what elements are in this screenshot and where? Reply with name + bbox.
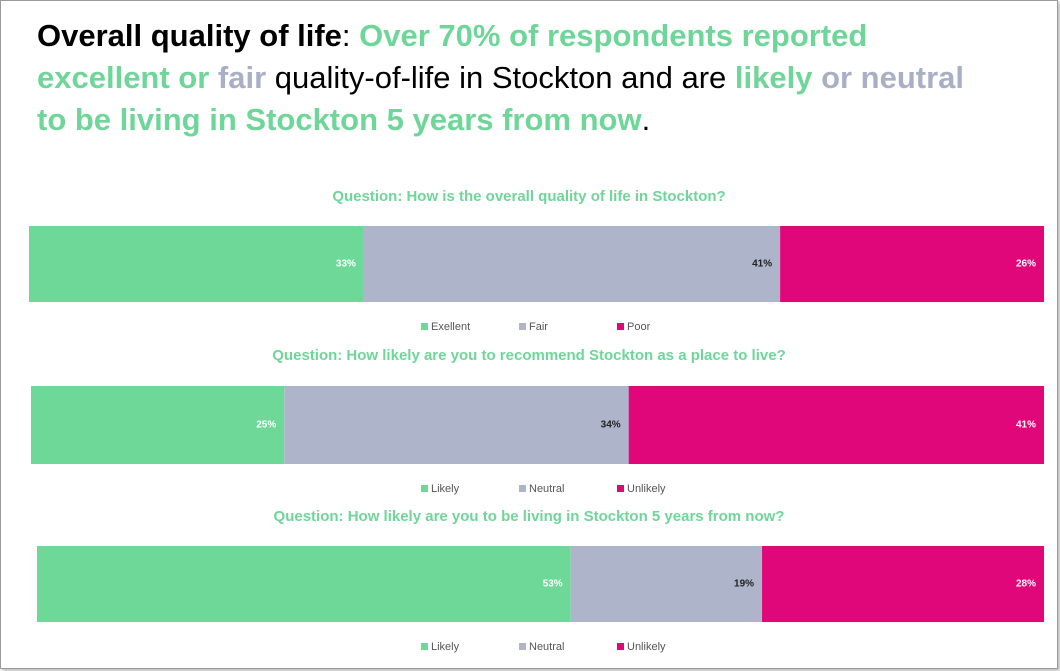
legend-swatch: [617, 643, 624, 650]
legend-label: Likely: [431, 641, 460, 653]
legend-swatch: [617, 485, 624, 492]
headline-segment: Over 70% of respondents reported excelle…: [37, 18, 876, 95]
legend-swatch: [519, 323, 526, 330]
headline-segment: .: [641, 102, 651, 137]
legend-swatch: [519, 643, 526, 650]
bar-segment: [37, 546, 571, 622]
legend-swatch: [617, 323, 624, 330]
legend-label: Neutral: [529, 641, 564, 653]
value-label: 41%: [752, 259, 772, 270]
value-label: 28%: [1016, 579, 1036, 590]
chart-title: Question: How likely are you to recommen…: [272, 347, 785, 364]
bar-segment: [628, 386, 1044, 464]
legend-label: Fair: [529, 321, 548, 333]
headline: Overall quality of life: Over 70% of res…: [37, 15, 967, 141]
headline-segment: Overall quality of life: [37, 18, 342, 53]
legend-swatch: [421, 643, 428, 650]
headline-segment: quality-of-life in Stockton and are: [266, 60, 727, 95]
headline-segment: fair: [209, 60, 267, 95]
value-label: 41%: [1016, 420, 1036, 431]
bar-segment: [780, 226, 1044, 302]
legend-label: Unlikely: [627, 483, 666, 495]
value-label: 34%: [601, 420, 621, 431]
headline-segment: to be living in Stockton 5 years from no…: [37, 60, 973, 137]
bar-segment: [284, 386, 629, 464]
legend-swatch: [421, 485, 428, 492]
chart-title: Question: How is the overall quality of …: [332, 188, 725, 205]
bar-segment: [363, 226, 781, 302]
chart-title: Question: How likely are you to be livin…: [274, 508, 785, 525]
value-label: 26%: [1016, 259, 1036, 270]
legend-swatch: [421, 323, 428, 330]
headline-segment: likely: [726, 60, 813, 95]
headline-segment: or neutral: [812, 60, 965, 95]
value-label: 53%: [543, 579, 563, 590]
bar-segment: [31, 386, 285, 464]
legend-label: Likely: [431, 483, 460, 495]
legend-label: Exellent: [431, 321, 470, 333]
legend-swatch: [519, 485, 526, 492]
legend-label: Poor: [627, 321, 651, 333]
value-label: 33%: [336, 259, 356, 270]
bar-segment: [570, 546, 763, 622]
legend-label: Neutral: [529, 483, 564, 495]
legend-label: Unlikely: [627, 641, 666, 653]
value-label: 19%: [734, 579, 754, 590]
bar-segment: [762, 546, 1044, 622]
bar-segment: [29, 226, 364, 302]
value-label: 25%: [256, 420, 276, 431]
headline-segment: :: [341, 18, 360, 53]
